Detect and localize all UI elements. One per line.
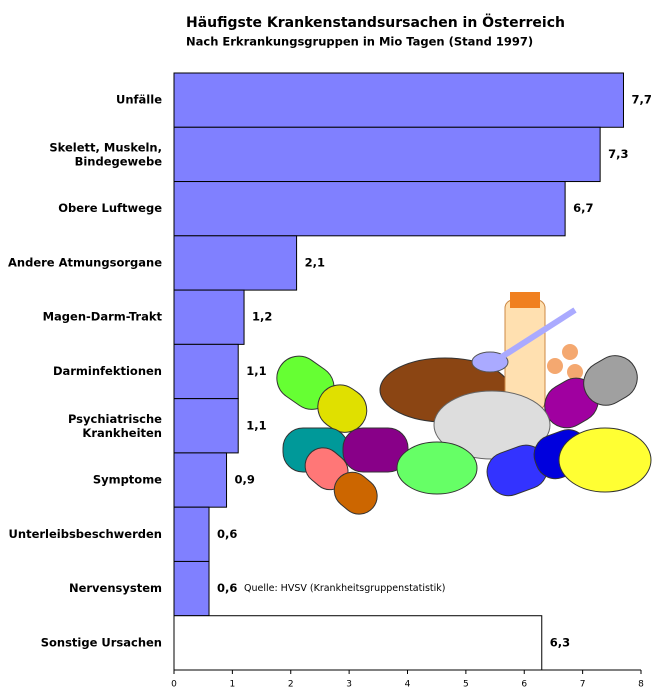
y-tick-label: Obere Luftwege (58, 201, 162, 215)
y-tick-label: Symptome (93, 473, 162, 487)
chart: Häufigste Krankenstandsursachen in Öster… (0, 0, 656, 689)
annotation: Quelle: HVSV (Krankheitsgruppenstatistik… (244, 583, 446, 594)
y-tick-label: Skelett, Muskeln,Bindegewebe (49, 140, 162, 168)
y-tick-label: Magen-Darm-Trakt (43, 310, 163, 324)
y-tick-label: Nervensystem (69, 581, 162, 595)
value-label: 7,3 (608, 147, 628, 161)
bar (174, 73, 623, 127)
value-label: 1,2 (252, 310, 272, 324)
bar (174, 127, 600, 181)
value-label: 1,1 (246, 418, 266, 432)
bar (174, 344, 238, 398)
bar (174, 453, 227, 507)
x-tick-label: 1 (230, 680, 236, 689)
pill-illustration (268, 292, 651, 521)
x-tick-label: 0 (171, 680, 177, 689)
value-label: 7,7 (631, 93, 651, 107)
y-tick-label: Darminfektionen (53, 364, 162, 378)
chart-subtitle: Nach Erkrankungsgruppen in Mio Tagen (St… (186, 35, 533, 49)
y-tick-label: Unterleibsbeschwerden (9, 527, 162, 541)
y-tick-label: Andere Atmungsorgane (8, 255, 162, 269)
value-label: 6,7 (573, 201, 593, 215)
x-tick-label: 5 (463, 680, 469, 689)
x-tick-label: 8 (638, 680, 644, 689)
bar (174, 236, 297, 290)
bar (174, 182, 565, 236)
value-label: 1,1 (246, 364, 266, 378)
bar (174, 290, 244, 344)
x-tick-label: 4 (405, 680, 411, 689)
bar (174, 399, 238, 453)
bar (174, 561, 209, 615)
bar (174, 616, 542, 670)
bar (174, 507, 209, 561)
x-tick-label: 7 (580, 680, 586, 689)
value-label: 0,9 (235, 473, 255, 487)
value-label: 0,6 (217, 527, 237, 541)
y-tick-label: Unfälle (116, 93, 162, 107)
value-label: 6,3 (550, 635, 570, 649)
x-tick-label: 2 (288, 680, 294, 689)
value-label: 2,1 (305, 255, 325, 269)
chart-title: Häufigste Krankenstandsursachen in Öster… (186, 13, 565, 31)
y-tick-label: Sonstige Ursachen (41, 635, 162, 649)
value-label: 0,6 (217, 581, 237, 595)
x-tick-label: 6 (521, 680, 527, 689)
x-tick-label: 3 (346, 680, 352, 689)
